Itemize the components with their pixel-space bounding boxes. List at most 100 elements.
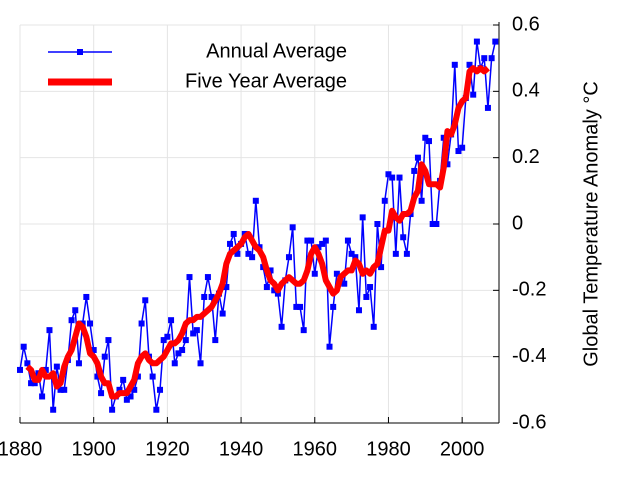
data-point xyxy=(61,386,68,393)
data-point xyxy=(53,363,60,370)
data-point xyxy=(109,406,116,413)
data-point xyxy=(363,293,370,300)
data-point xyxy=(50,406,57,413)
data-point xyxy=(190,330,197,337)
data-point xyxy=(204,274,211,281)
data-point xyxy=(94,373,101,380)
data-point xyxy=(17,366,23,373)
data-point xyxy=(179,347,186,354)
y-tick-label: -0.6 xyxy=(512,411,546,433)
y-tick-label: -0.2 xyxy=(512,279,546,301)
data-point xyxy=(300,327,307,334)
data-point xyxy=(186,274,193,281)
data-point xyxy=(68,317,75,324)
data-point xyxy=(123,396,130,403)
data-point xyxy=(20,343,27,350)
data-point xyxy=(355,307,362,314)
data-point xyxy=(168,317,175,324)
data-point xyxy=(234,250,241,257)
data-point xyxy=(304,237,311,244)
data-point xyxy=(418,197,425,204)
data-point xyxy=(263,284,270,291)
data-point xyxy=(470,91,477,98)
data-point xyxy=(319,240,326,247)
series-line xyxy=(19,40,497,411)
data-point xyxy=(57,386,64,393)
y-tick-label: 0 xyxy=(512,212,523,234)
data-point xyxy=(116,386,123,393)
data-point xyxy=(223,284,230,291)
data-point xyxy=(315,244,322,251)
data-point xyxy=(396,174,403,181)
data-point xyxy=(98,390,105,397)
data-point xyxy=(285,254,292,261)
data-point xyxy=(171,360,178,367)
data-point xyxy=(193,327,200,334)
data-point xyxy=(245,250,252,257)
x-tick-label: 1940 xyxy=(219,438,264,460)
data-point xyxy=(484,104,491,111)
y-tick-label: -0.4 xyxy=(512,345,546,367)
data-point xyxy=(433,221,440,227)
data-point xyxy=(72,307,79,314)
data-point xyxy=(411,167,418,174)
x-tick-label: 1960 xyxy=(293,438,338,460)
data-point xyxy=(230,230,237,237)
data-point xyxy=(414,154,421,161)
data-point xyxy=(429,221,436,227)
data-point xyxy=(157,386,164,393)
data-point xyxy=(348,250,355,257)
data-point xyxy=(311,270,318,277)
data-point xyxy=(381,197,388,204)
data-point xyxy=(344,237,351,244)
data-point xyxy=(46,327,53,334)
x-tick-label: 1980 xyxy=(366,438,411,460)
data-point xyxy=(278,323,285,330)
data-point xyxy=(333,270,340,277)
data-point xyxy=(208,293,215,300)
data-point xyxy=(473,38,480,45)
y-tick-label: 0.4 xyxy=(512,80,540,102)
data-point xyxy=(374,221,381,227)
data-point xyxy=(31,380,38,387)
data-point xyxy=(83,293,90,300)
data-point xyxy=(297,303,304,310)
data-point xyxy=(138,320,145,327)
data-point xyxy=(352,254,359,261)
data-point xyxy=(153,406,160,413)
data-point xyxy=(175,350,182,357)
data-point xyxy=(164,333,171,340)
data-point xyxy=(160,337,167,344)
data-point xyxy=(422,134,429,141)
data-point xyxy=(87,320,94,327)
data-point xyxy=(252,197,259,204)
data-point xyxy=(219,310,226,317)
data-point xyxy=(267,267,274,274)
data-point xyxy=(289,224,296,231)
data-point xyxy=(75,360,82,367)
data-point xyxy=(488,55,495,62)
data-point xyxy=(90,347,97,354)
data-point xyxy=(24,360,31,367)
data-point xyxy=(392,250,399,257)
data-point xyxy=(131,386,138,393)
data-point xyxy=(378,264,385,271)
series-line xyxy=(25,65,490,400)
y-axis-label: Global Temperature Anomaly °C xyxy=(580,81,602,367)
data-point xyxy=(341,280,348,287)
y-tick-label: 0.6 xyxy=(512,13,540,35)
data-point xyxy=(326,343,333,350)
data-point xyxy=(201,293,208,300)
data-point xyxy=(293,303,300,310)
data-point xyxy=(322,237,329,244)
data-point xyxy=(367,284,374,291)
data-point xyxy=(370,323,377,330)
data-point xyxy=(444,161,451,168)
x-tick-label: 1880 xyxy=(0,438,42,460)
data-point xyxy=(274,290,281,297)
data-point xyxy=(182,337,189,344)
data-point xyxy=(466,61,473,68)
data-point xyxy=(142,297,149,304)
data-point xyxy=(425,138,432,145)
